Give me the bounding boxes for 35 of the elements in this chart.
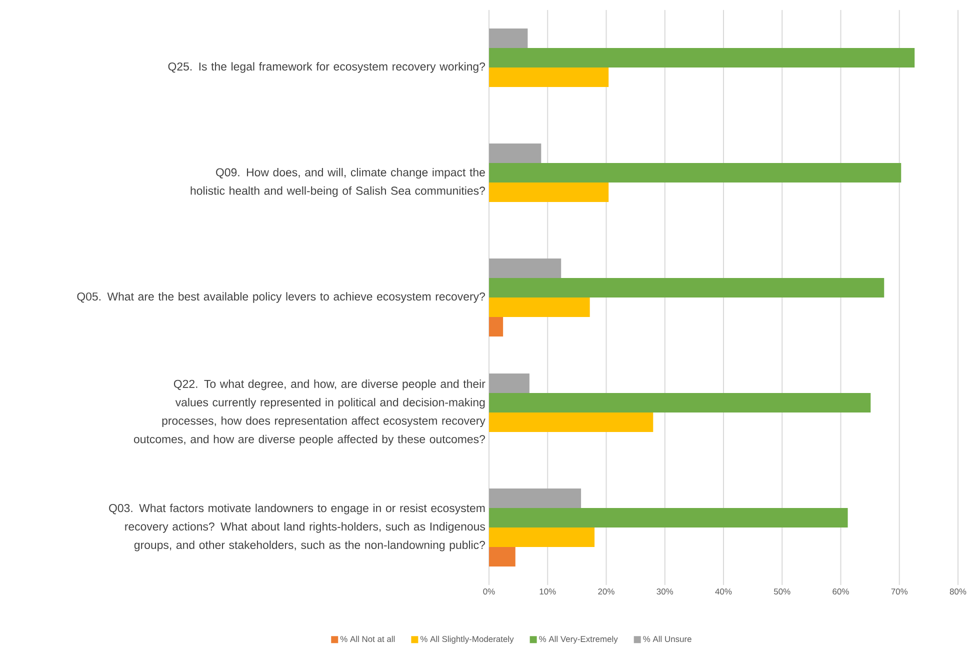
bar	[489, 508, 848, 528]
x-tick-label: 0%	[483, 588, 495, 594]
x-tick-label: 10%	[540, 588, 556, 594]
bar	[489, 28, 528, 48]
bar	[489, 143, 542, 163]
x-tick-label: 30%	[656, 588, 674, 594]
x-tick-label: 80%	[950, 588, 966, 594]
y-tick-label: Q05. What are the best available policy levers to achieve ecosystem recovery?	[77, 292, 485, 303]
y-tick-label: Q22. To what degree, and how, are diverse people and their values currently represented in political and decision-making processes, how does representation affect ecosystem recovery outcomes, and how are diverse people affected by these outcomes?	[134, 379, 486, 446]
y-tick-label: Q03. What factors motivate landowners to engage in or resist ecosystem recovery actions? What about land rights-holders, such as Indigenous groups, and other stakeholders, such as the non-landowning public?	[109, 504, 486, 552]
bar	[489, 488, 582, 508]
bar	[489, 546, 516, 566]
bar	[489, 316, 504, 336]
bar	[489, 392, 871, 412]
bar	[489, 278, 884, 298]
legend-label: % All Very-Extremely	[539, 636, 618, 644]
y-tick-label: Q09. How does, and will, climate change impact the holistic health and well-being of Salish Sea communities?	[190, 168, 485, 197]
bar	[489, 412, 654, 432]
x-tick-label: 60%	[832, 588, 849, 594]
bar	[489, 297, 590, 317]
x-tick-label: 70%	[891, 588, 908, 594]
bar	[489, 162, 902, 182]
legend-label: % All Not at all	[340, 636, 395, 642]
legend-label: % All Slightly-Moderately	[420, 636, 514, 644]
bar	[489, 48, 915, 68]
bar	[489, 182, 609, 202]
x-tick-label: 20%	[598, 588, 614, 594]
legend-label: % All Unsure	[643, 636, 692, 642]
x-tick-label: 40%	[715, 588, 732, 594]
bar	[489, 373, 530, 393]
bar	[489, 527, 595, 547]
bar	[489, 67, 609, 87]
bar	[489, 258, 562, 278]
x-tick-label: 50%	[774, 588, 790, 594]
y-tick-label: Q25. Is the legal framework for ecosystem recovery working?	[168, 62, 486, 73]
